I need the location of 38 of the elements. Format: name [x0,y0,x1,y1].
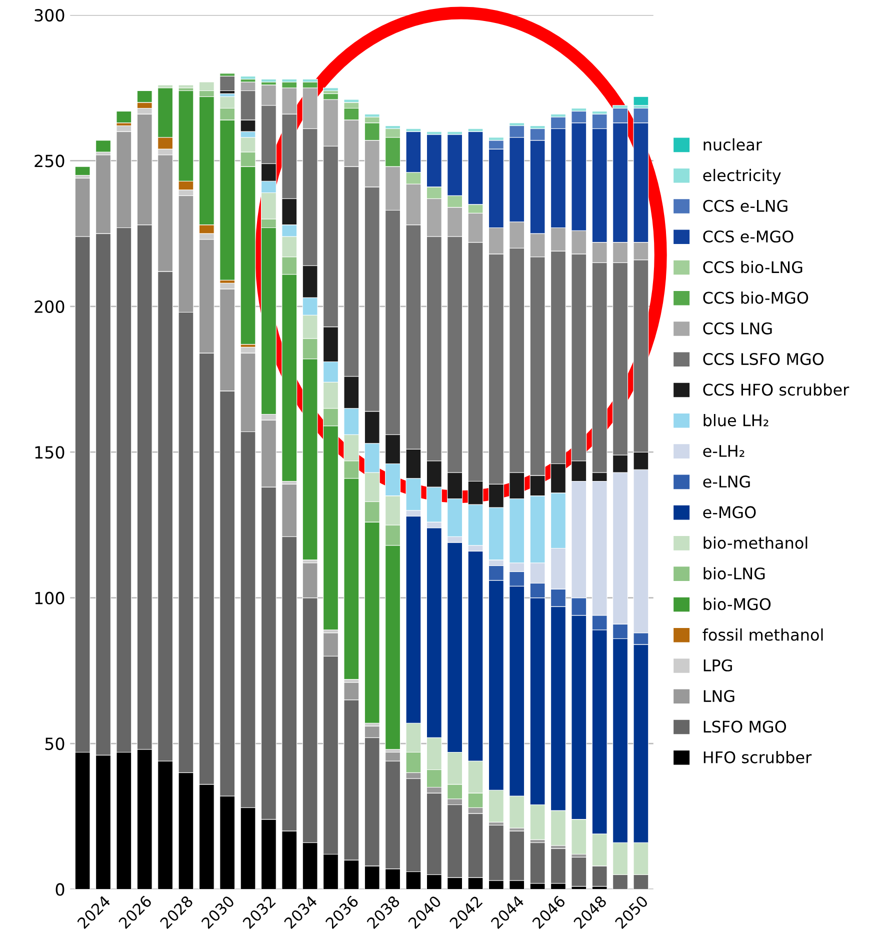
legend-label: CCS e-MGO [703,230,794,243]
legend-label: e-LNG [703,476,750,488]
y-tick-label: 150 [35,446,64,459]
legend-label: e-MGO [703,506,756,518]
legend-label: e-LH₂ [703,445,744,457]
y-tick-label: 50 [45,737,64,750]
legend-label: CCS bio-MGO [703,291,808,304]
bar [633,96,649,106]
legend-label: CCS bio-LNG [703,260,802,274]
legend-label: CCS LSFO MGO [703,353,824,366]
y-tick-label: 300 [34,8,64,22]
legend-label: electricity [703,168,781,184]
y-tick-label: 0 [56,883,64,896]
bar [178,84,194,88]
bar [240,76,256,80]
bar [96,140,111,152]
legend-label: HFO scrubber [704,750,812,764]
y-tick-label: 250 [34,154,64,168]
legend-label: LSFO MGO [704,720,786,733]
legend-label: CCS HFO scrubber [703,383,850,396]
bar [220,76,236,92]
bar [571,856,587,887]
y-tick-label: 100 [35,592,64,604]
bar [260,78,276,82]
legend-label: LNG [704,690,734,702]
legend-label: fossil methanol [702,628,823,641]
legend-label: nuclear [704,138,762,151]
bar [74,166,90,176]
legend-label: CCS e-LNG [703,200,788,212]
legend-label: bio-methanol [704,536,808,549]
legend-label: blue LH₂ [704,414,768,426]
bar [323,88,338,92]
legend-label: bio-LNG [704,567,765,580]
legend-label: LPG [704,659,732,672]
legend-label: CCS LNG [703,322,772,334]
y-tick-label: 200 [34,300,64,313]
legend-label: bio-MGO [704,598,771,610]
bar [116,110,132,124]
